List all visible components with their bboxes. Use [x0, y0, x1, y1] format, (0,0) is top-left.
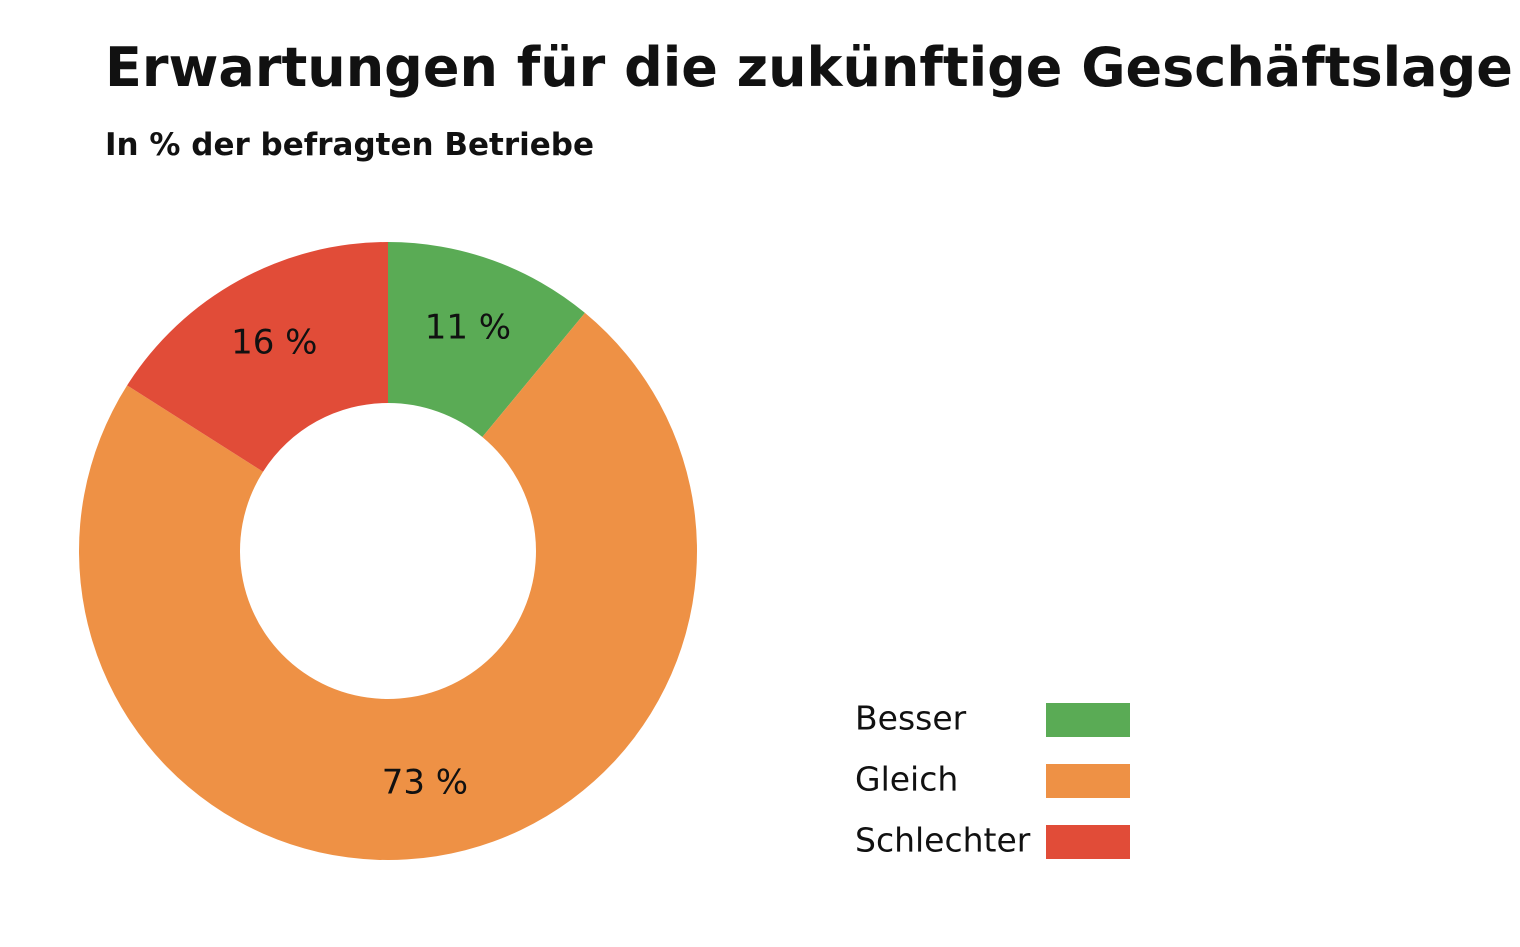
legend-label: Gleich — [855, 760, 958, 799]
legend-swatch — [1046, 825, 1130, 859]
donut-slice — [127, 242, 389, 472]
legend-swatch — [1046, 764, 1130, 798]
donut-slice — [388, 242, 585, 437]
legend-label: Schlechter — [855, 821, 1031, 860]
legend-label: Besser — [855, 699, 967, 738]
legend-swatch — [1046, 703, 1130, 737]
value-label: 11 % — [425, 307, 511, 347]
donut-slice — [78, 312, 697, 861]
value-label: 73 % — [382, 763, 468, 803]
chart-subtitle: In % der befragten Betriebe — [105, 127, 594, 163]
chart-title: Erwartungen für die zukünftige Geschäfts… — [105, 36, 1513, 99]
value-label: 16 % — [231, 323, 317, 363]
